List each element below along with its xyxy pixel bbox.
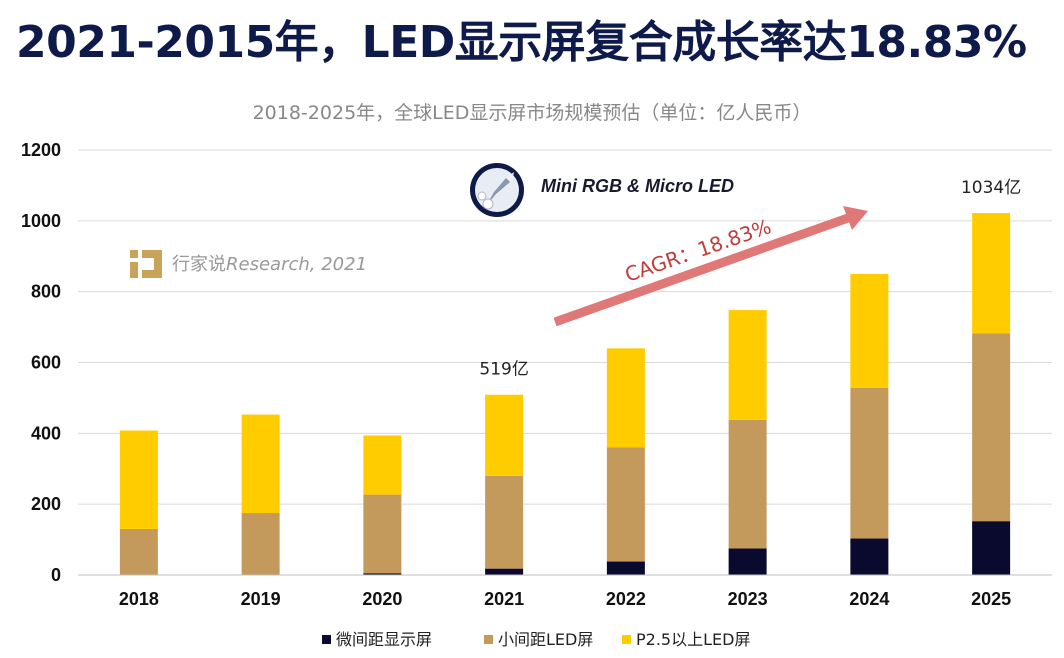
y-tick-label: 1000 bbox=[21, 211, 61, 231]
x-tick-label: 2025 bbox=[971, 589, 1011, 609]
bar-2019-series-1 bbox=[242, 513, 280, 575]
legend-item: P2.5以上LED屏 bbox=[622, 630, 750, 649]
watermark-brand-cn: 行家说 bbox=[172, 254, 226, 275]
bar-2018-series-2 bbox=[120, 431, 158, 529]
ixing-logo bbox=[130, 250, 162, 278]
bar-2025-series-1 bbox=[972, 333, 1010, 521]
bar-2022-series-0 bbox=[607, 562, 645, 575]
legend-item: 小间距LED屏 bbox=[484, 630, 593, 649]
bar-2021-series-2 bbox=[485, 395, 523, 476]
x-tick-label: 2022 bbox=[606, 589, 646, 609]
bar-2024-series-0 bbox=[850, 539, 888, 575]
legend-label: P2.5以上LED屏 bbox=[636, 630, 750, 649]
y-tick-label: 600 bbox=[31, 353, 61, 373]
legend-swatch bbox=[484, 635, 493, 644]
y-tick-label: 0 bbox=[51, 565, 61, 585]
bar-2024-series-2 bbox=[850, 274, 888, 388]
x-tick-label: 2020 bbox=[362, 589, 402, 609]
bar-2021-series-1 bbox=[485, 476, 523, 569]
y-axis: 0 200 400 600 800 1000 1200 bbox=[21, 140, 61, 585]
x-tick-label: 2024 bbox=[849, 589, 889, 609]
cagr-arrow bbox=[555, 206, 868, 322]
bar-2022-series-2 bbox=[607, 348, 645, 447]
bar-2021-series-0 bbox=[485, 569, 523, 575]
x-axis: 2018 2019 2020 2021 2022 2023 2024 2025 bbox=[78, 575, 1052, 609]
bar-2019-series-2 bbox=[242, 415, 280, 513]
bar-2023-series-2 bbox=[729, 310, 767, 420]
legend-label: 小间距LED屏 bbox=[498, 630, 593, 649]
bar-2023-series-0 bbox=[729, 548, 767, 575]
total-annotation: 519亿 bbox=[479, 360, 528, 380]
x-tick-label: 2019 bbox=[241, 589, 281, 609]
x-tick-label: 2018 bbox=[119, 589, 159, 609]
legend-item: 微间距显示屏 bbox=[322, 630, 432, 649]
total-annotation: 1034亿 bbox=[961, 178, 1021, 198]
x-tick-label: 2023 bbox=[728, 589, 768, 609]
legend-label: 微间距显示屏 bbox=[336, 630, 432, 649]
legend-swatch bbox=[622, 635, 631, 644]
rocket-circle-icon bbox=[470, 163, 524, 217]
bar-2023-series-1 bbox=[729, 420, 767, 549]
bar-2020-series-1 bbox=[363, 495, 401, 574]
watermark: 行家说 Research, 2021 bbox=[130, 250, 367, 278]
bar-2024-series-1 bbox=[850, 388, 888, 539]
bar-2018-series-1 bbox=[120, 529, 158, 575]
y-tick-label: 800 bbox=[31, 282, 61, 302]
bar-2022-series-1 bbox=[607, 448, 645, 562]
watermark-brand-research: Research, 2021 bbox=[226, 254, 367, 275]
mini-rgb-label: Mini RGB & Micro LED bbox=[541, 176, 734, 196]
bar-2025-series-0 bbox=[972, 521, 1010, 575]
x-tick-label: 2021 bbox=[484, 589, 524, 609]
bar-2025-series-2 bbox=[972, 213, 1010, 333]
legend-swatch bbox=[322, 635, 331, 644]
y-tick-label: 1200 bbox=[21, 140, 61, 160]
gridlines bbox=[78, 150, 1052, 575]
stacked-bar-chart: 020040060080010001200 2018 2019 2020 2021 20… bbox=[0, 0, 1064, 658]
bar-2020-series-2 bbox=[363, 435, 401, 494]
mini-rgb-badge: Mini RGB & Micro LED bbox=[470, 163, 734, 217]
legend: 微间距显示屏 小间距LED屏 P2.5以上LED屏 bbox=[322, 630, 750, 649]
y-tick-label: 400 bbox=[31, 423, 61, 443]
y-tick-label: 200 bbox=[31, 494, 61, 514]
